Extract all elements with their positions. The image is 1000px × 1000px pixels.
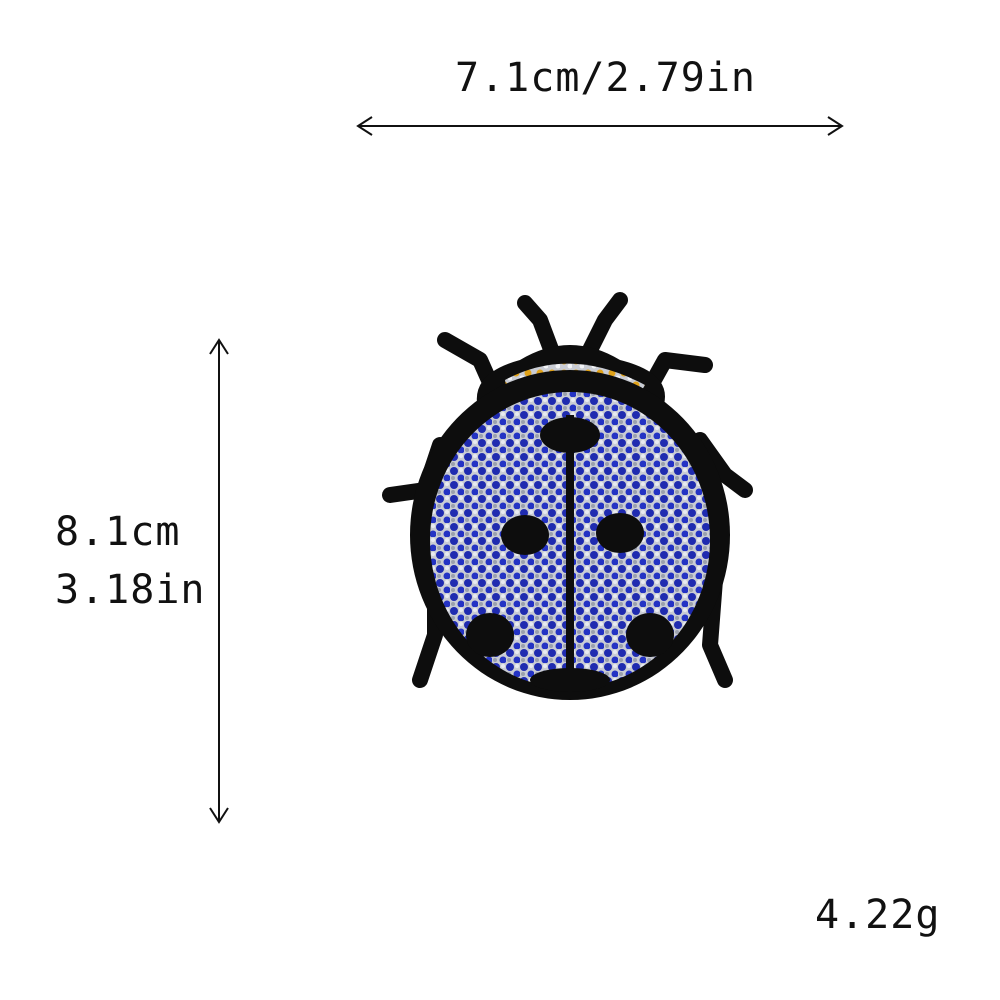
weight-measurement: 4.22g [815,892,941,938]
width-arrow [356,116,844,136]
ladybug-patch-image [382,292,753,700]
width-measurement: 7.1cm/2.79in [455,55,756,101]
ladybug-spots [466,417,674,692]
height-measurement-cm: 8.1cm [55,509,181,555]
height-measurement-in: 3.18in [55,567,206,613]
height-arrow [209,338,229,824]
